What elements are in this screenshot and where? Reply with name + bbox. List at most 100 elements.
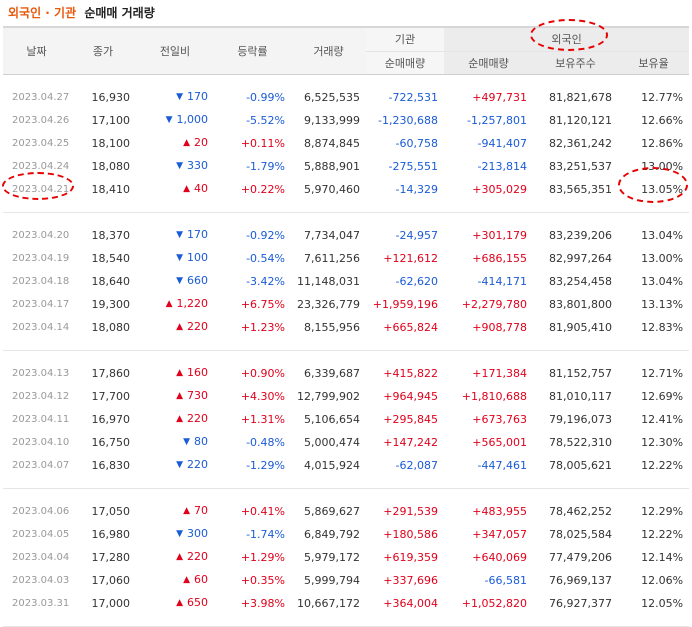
cell-volume: 6,525,535 xyxy=(304,90,360,104)
cell-close: 18,540 xyxy=(91,251,131,265)
cell-change: ▼ 170 xyxy=(136,224,214,247)
cell-ratio: 12.22% xyxy=(641,527,684,541)
cell-volume: 5,000,474 xyxy=(304,435,360,449)
col-header-foreign-net: 순매매량 xyxy=(444,51,533,76)
cell-close: 17,050 xyxy=(91,504,131,518)
cell-rate: -1.74% xyxy=(246,527,285,541)
cell-volume: 7,611,256 xyxy=(304,251,360,265)
group-spacer xyxy=(3,489,689,501)
cell-foreign-net: +1,810,688 xyxy=(461,389,527,403)
cell-close: 16,830 xyxy=(91,458,131,472)
col-header-close: 종가 xyxy=(70,26,136,75)
cell-change-value: 330 xyxy=(187,159,208,172)
cell-rate: +1.31% xyxy=(240,412,285,426)
cell-close: 18,080 xyxy=(91,320,131,334)
cell-ratio: 12.29% xyxy=(641,504,684,518)
table-row: 2023.03.31 17,000 ▲ 650 +3.98% 10,667,172 +364… xyxy=(3,592,689,615)
cell-volume: 10,667,172 xyxy=(297,596,360,610)
down-arrow-icon: ▼ xyxy=(176,253,183,263)
cell-ratio: 13.00% xyxy=(641,251,684,265)
cell-inst-net: +121,612 xyxy=(383,251,438,265)
col-header-ratio: 보유율 xyxy=(618,51,690,76)
down-arrow-icon: ▼ xyxy=(176,92,183,102)
cell-ratio: 12.14% xyxy=(641,550,684,564)
cell-rate: -1.29% xyxy=(246,458,285,472)
cell-close: 17,860 xyxy=(91,366,131,380)
cell-rate: -0.99% xyxy=(246,90,285,104)
cell-change-value: 220 xyxy=(187,458,208,471)
cell-close: 16,750 xyxy=(91,435,131,449)
cell-ratio: 12.71% xyxy=(641,366,684,380)
cell-ratio: 13.04% xyxy=(641,228,684,242)
cell-holdings: 77,479,206 xyxy=(549,550,612,564)
cell-change: ▲ 730 xyxy=(136,385,214,408)
cell-volume: 6,849,792 xyxy=(304,527,360,541)
col-header-change: 전일비 xyxy=(136,26,214,75)
cell-close: 18,410 xyxy=(91,182,131,196)
cell-change-value: 80 xyxy=(194,435,208,448)
down-arrow-icon: ▼ xyxy=(176,230,183,240)
down-arrow-icon: ▼ xyxy=(176,276,183,286)
cell-holdings: 78,005,621 xyxy=(549,458,612,472)
cell-foreign-net: +908,778 xyxy=(472,320,527,334)
cell-inst-net: +180,586 xyxy=(383,527,438,541)
cell-foreign-net: +171,384 xyxy=(472,366,527,380)
cell-volume: 9,133,999 xyxy=(304,113,360,127)
cell-ratio: 12.83% xyxy=(641,320,684,334)
cell-foreign-net: +686,155 xyxy=(472,251,527,265)
cell-rate: +0.22% xyxy=(240,182,285,196)
up-arrow-icon: ▲ xyxy=(176,322,183,332)
cell-change: ▲ 160 xyxy=(136,362,214,385)
table-row: 2023.04.10 16,750 ▼ 80 -0.48% 5,000,474 +147,2… xyxy=(3,431,689,454)
cell-volume: 8,874,845 xyxy=(304,136,360,150)
cell-foreign-net: -414,171 xyxy=(477,274,527,288)
cell-inst-net: -62,087 xyxy=(395,458,438,472)
cell-rate: -5.52% xyxy=(246,113,285,127)
down-arrow-icon: ▼ xyxy=(183,437,190,447)
cell-foreign-net: +497,731 xyxy=(472,90,527,104)
cell-foreign-net: +301,179 xyxy=(472,228,527,242)
up-arrow-icon: ▲ xyxy=(176,414,183,424)
cell-change-value: 650 xyxy=(187,596,208,609)
table-row: 2023.04.03 17,060 ▲ 60 +0.35% 5,999,794 +337,6… xyxy=(3,569,689,592)
cell-volume: 5,999,794 xyxy=(304,573,360,587)
cell-holdings: 83,251,537 xyxy=(549,159,612,173)
cell-holdings: 81,152,757 xyxy=(549,366,612,380)
cell-foreign-net: -1,257,801 xyxy=(467,113,527,127)
cell-holdings: 82,361,242 xyxy=(549,136,612,150)
cell-date: 2023.04.13 xyxy=(12,367,70,379)
cell-change: ▼ 330 xyxy=(136,155,214,178)
cell-inst-net: -24,957 xyxy=(395,228,438,242)
cell-ratio: 12.86% xyxy=(641,136,684,150)
up-arrow-icon: ▲ xyxy=(183,575,190,585)
cell-inst-net: -62,620 xyxy=(395,274,438,288)
cell-change-value: 220 xyxy=(187,550,208,563)
cell-volume: 5,979,172 xyxy=(304,550,360,564)
highlight-oval-foreign-header xyxy=(530,19,608,51)
cell-close: 17,280 xyxy=(91,550,131,564)
col-header-volume: 거래량 xyxy=(291,26,366,75)
cell-date: 2023.04.24 xyxy=(12,160,70,172)
cell-change-value: 70 xyxy=(194,504,208,517)
cell-ratio: 12.77% xyxy=(641,90,684,104)
cell-close: 17,060 xyxy=(91,573,131,587)
cell-ratio: 12.06% xyxy=(641,573,684,587)
cell-inst-net: +291,539 xyxy=(383,504,438,518)
cell-foreign-net: +1,052,820 xyxy=(461,596,527,610)
cell-foreign-net: -213,814 xyxy=(477,159,527,173)
table-row: 2023.04.27 16,930 ▼ 170 -0.99% 6,525,535 -722,… xyxy=(3,86,689,109)
cell-holdings: 83,565,351 xyxy=(549,182,612,196)
cell-inst-net: +147,242 xyxy=(383,435,438,449)
cell-ratio: 12.69% xyxy=(641,389,684,403)
cell-foreign-net: -447,461 xyxy=(477,458,527,472)
cell-rate: +0.11% xyxy=(240,136,285,150)
cell-date: 2023.04.17 xyxy=(12,298,70,310)
cell-rate: +4.30% xyxy=(240,389,285,403)
cell-foreign-net: +640,069 xyxy=(472,550,527,564)
cell-rate: +1.23% xyxy=(240,320,285,334)
cell-inst-net: -60,758 xyxy=(395,136,438,150)
cell-ratio: 13.13% xyxy=(641,297,684,311)
cell-close: 18,080 xyxy=(91,159,131,173)
cell-volume: 23,326,779 xyxy=(297,297,360,311)
cell-holdings: 81,120,121 xyxy=(549,113,612,127)
